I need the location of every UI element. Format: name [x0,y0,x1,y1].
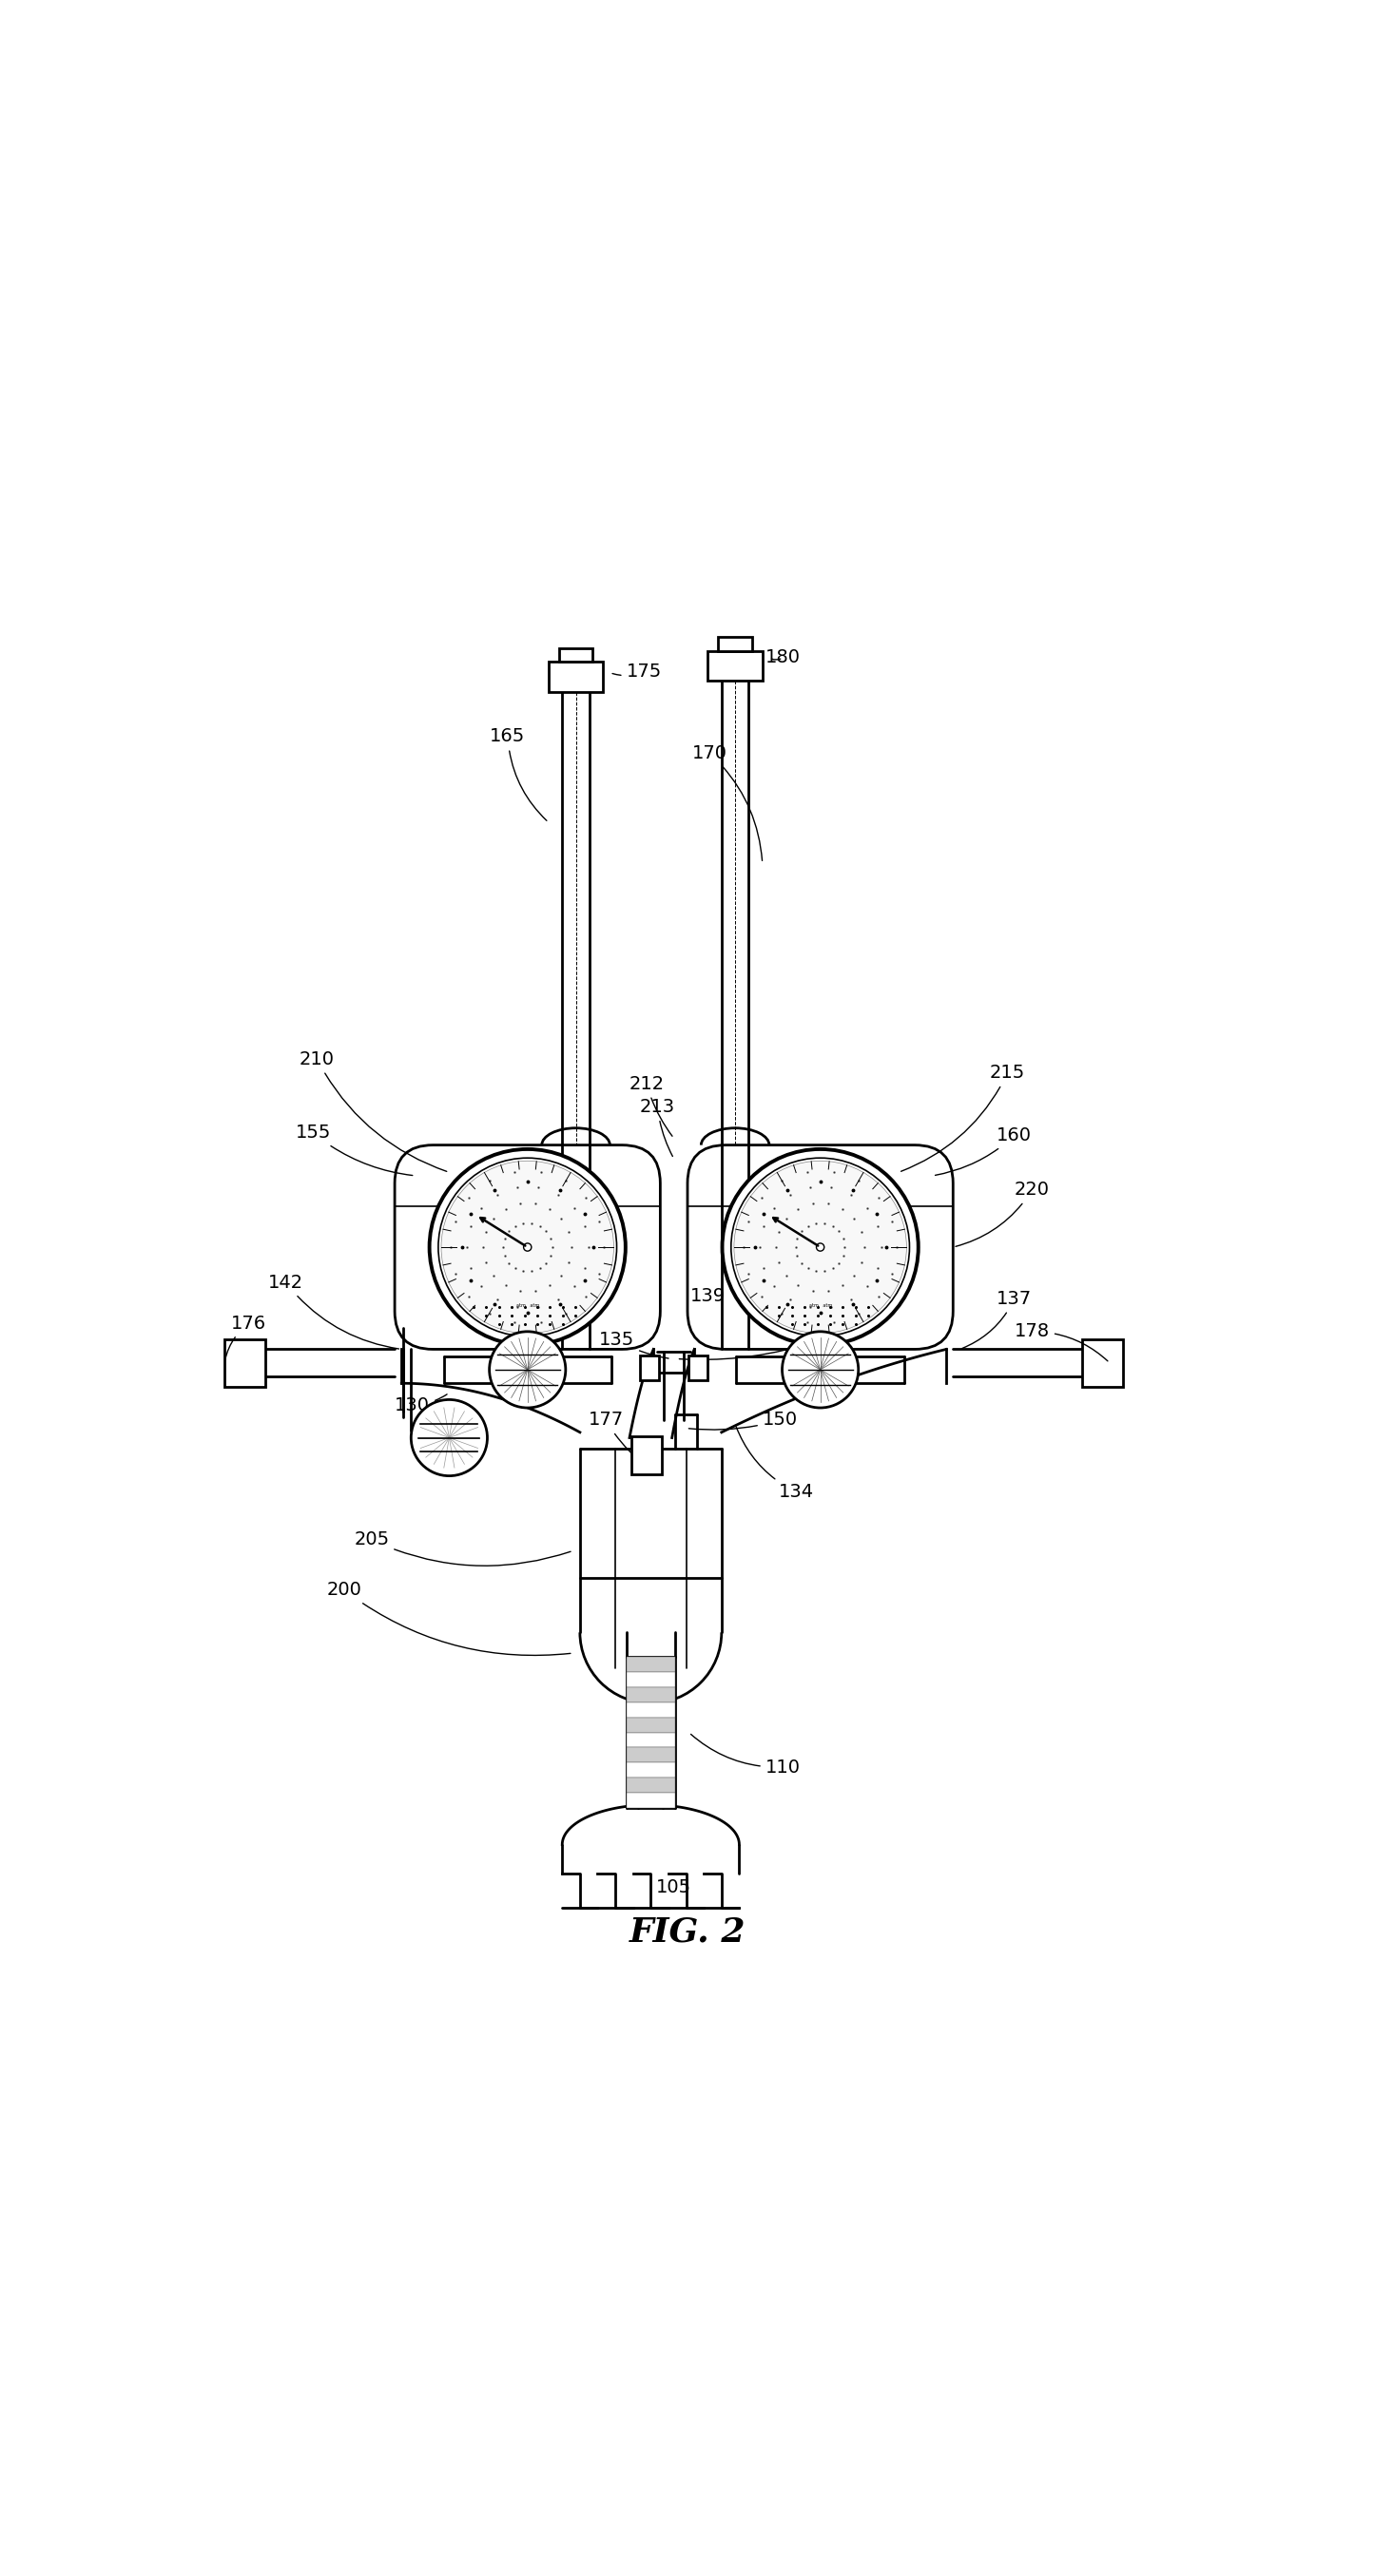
Text: 210: 210 [300,1051,447,1172]
Bar [639,1355,659,1381]
Bar [626,1718,675,1734]
Bar [558,649,593,662]
Text: 134: 134 [736,1427,814,1502]
Text: 142: 142 [268,1273,399,1350]
Text: atm   atm: atm atm [516,1303,539,1309]
Text: 138: 138 [679,1332,839,1360]
Bar [626,1672,675,1687]
Circle shape [441,1162,613,1334]
Text: 205: 205 [353,1530,571,1566]
Text: 215: 215 [901,1064,1026,1172]
FancyBboxPatch shape [688,1146,953,1350]
Text: 140: 140 [517,1311,553,1329]
Text: 180: 180 [766,649,800,667]
Bar [626,1762,675,1777]
Text: 150: 150 [689,1412,797,1430]
Circle shape [817,1244,824,1252]
Text: 137: 137 [962,1291,1033,1347]
Circle shape [524,1244,531,1252]
Bar [626,1703,675,1718]
Text: 139: 139 [690,1288,726,1306]
Circle shape [411,1399,487,1476]
Text: 178: 178 [1015,1321,1108,1360]
Circle shape [732,1159,909,1337]
Text: 175: 175 [612,662,661,680]
Bar [626,1777,675,1793]
Text: 220: 220 [956,1180,1049,1247]
Text: 165: 165 [489,726,547,822]
Text: 135: 135 [600,1332,668,1358]
Text: 177: 177 [588,1412,645,1466]
Text: FIG. 2: FIG. 2 [630,1917,745,1947]
Bar [631,1437,661,1473]
Text: 176: 176 [226,1314,267,1360]
Text: 130: 130 [395,1394,447,1414]
Text: 144: 144 [517,1288,553,1306]
Bar [1082,1340,1123,1386]
Circle shape [439,1159,617,1337]
Text: 200: 200 [327,1582,571,1656]
Circle shape [489,1332,565,1409]
Bar [626,1747,675,1762]
Circle shape [782,1332,858,1409]
Text: atm   atm: atm atm [808,1303,832,1309]
Text: 170: 170 [692,744,762,860]
Bar [626,1687,675,1703]
Text: 105: 105 [656,1878,692,1896]
Bar [708,652,762,680]
Bar [626,1793,675,1808]
Bar [626,1734,675,1747]
Circle shape [722,1149,918,1345]
Circle shape [429,1149,626,1345]
Bar [224,1340,265,1386]
FancyBboxPatch shape [395,1146,660,1350]
Bar [626,1656,675,1672]
Text: 212: 212 [628,1074,672,1136]
Text: 155: 155 [296,1123,412,1175]
Text: 213: 213 [639,1097,675,1157]
Bar [689,1355,708,1381]
Bar [718,636,752,652]
Text: 110: 110 [690,1734,800,1777]
Circle shape [734,1162,906,1334]
Text: 160: 160 [935,1126,1031,1175]
Bar [549,662,604,693]
